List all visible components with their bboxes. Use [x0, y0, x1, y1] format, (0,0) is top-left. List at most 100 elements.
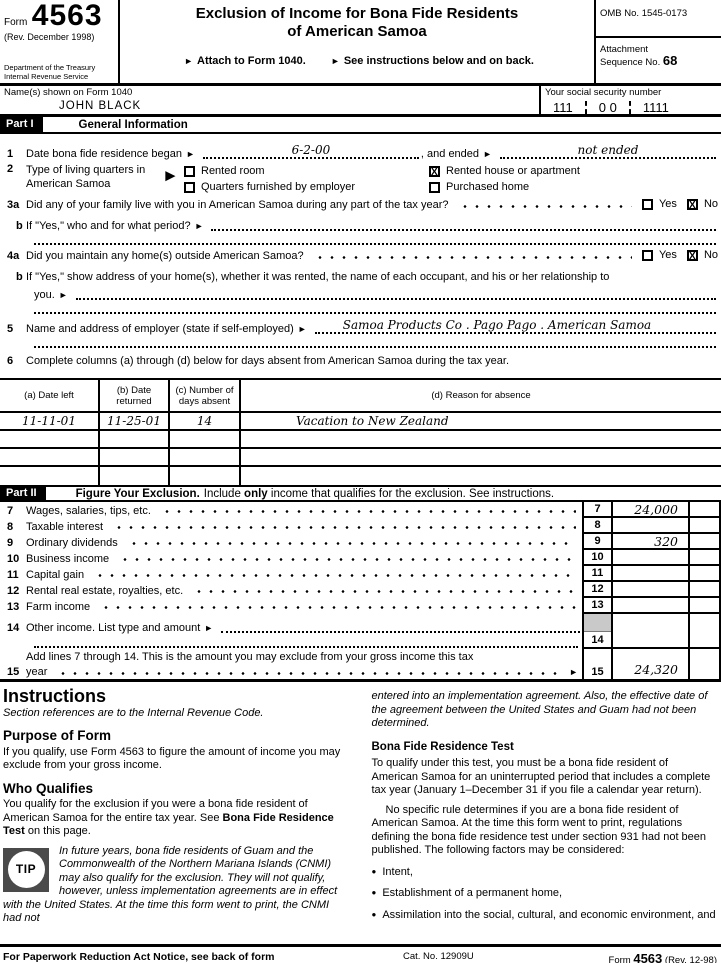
who-qualifies-text: You qualify for the exclusion if you wer…	[3, 798, 334, 837]
line-15-number-box: 15	[582, 649, 611, 679]
purpose-text: If you qualify, use Form 4563 to figure …	[3, 745, 341, 772]
employer-field[interactable]: Samoa Products Co . Pago Pago . American…	[314, 319, 716, 334]
tip-box: TIP In future years, bona fide residents…	[3, 845, 348, 926]
ssn-label: Your social security number	[545, 87, 662, 98]
line-4b-continuation-field[interactable]	[0, 301, 721, 315]
cell-date-left[interactable]: 11-11-01	[0, 413, 100, 429]
line-15-cents[interactable]	[688, 649, 721, 679]
line-7-cents[interactable]	[688, 502, 721, 518]
line-9-cents[interactable]	[688, 534, 721, 550]
checkbox-quarters-furnished[interactable]	[184, 181, 195, 193]
line-1: 1 Date bona fide residence began 6-2-00 …	[0, 138, 721, 160]
cell-days-absent[interactable]	[170, 431, 241, 447]
line-10: 10 Business income 10	[0, 550, 721, 566]
line-10-amount[interactable]	[611, 550, 688, 566]
ssn-field[interactable]: 111 0 0 1111	[553, 100, 669, 115]
cell-date-left[interactable]	[0, 449, 100, 465]
line-13-amount[interactable]	[611, 598, 688, 614]
option-rented-house[interactable]: Rented house or apartment	[429, 163, 718, 179]
part2-bar: Part II Figure Your Exclusion. Include o…	[0, 485, 721, 502]
line-8-amount[interactable]	[611, 518, 688, 534]
arrow-icon	[191, 220, 208, 232]
bona-fide-paragraph-1: To qualify under this test, you must be …	[371, 757, 711, 796]
option-purchased-home[interactable]: Purchased home	[429, 179, 718, 195]
dot-leader	[454, 197, 632, 209]
dept-irs: Internal Revenue Service	[4, 71, 89, 81]
attachment-sequence: Attachment Sequence No. 68	[600, 44, 678, 68]
form-number: 4563	[31, 0, 103, 32]
dot-leader	[53, 664, 560, 676]
checkbox-rented-room[interactable]	[184, 165, 195, 177]
cell-date-returned[interactable]	[100, 431, 170, 447]
taxpayer-name-field[interactable]: JOHN BLACK	[59, 100, 142, 112]
other-income-continuation-field[interactable]	[0, 635, 582, 649]
arrow-icon	[327, 55, 344, 67]
form-header: Form 4563 (Rev. December 1998) Departmen…	[0, 0, 721, 86]
cell-days-absent[interactable]	[170, 449, 241, 465]
cell-reason[interactable]	[241, 467, 721, 485]
part1-label: Part I	[0, 117, 43, 132]
cell-date-returned[interactable]	[100, 449, 170, 465]
line-12-cents[interactable]	[688, 582, 721, 598]
cell-date-left[interactable]	[0, 467, 100, 485]
arrow-icon	[55, 289, 72, 301]
line-8-cents[interactable]	[688, 518, 721, 534]
line-5-continuation-field[interactable]	[0, 335, 721, 349]
bona-fide-paragraph-2: No specific rule determines if you are a…	[371, 803, 707, 857]
dot-leader	[115, 550, 576, 562]
line-13-number-box: 13	[582, 598, 611, 614]
option-rented-room[interactable]: Rented room	[184, 163, 429, 179]
cell-date-returned[interactable]: 11-25-01	[100, 413, 170, 429]
ssn-separator	[584, 101, 587, 114]
cell-days-absent[interactable]	[170, 467, 241, 485]
cell-reason[interactable]: Vacation to New Zealand	[296, 414, 449, 428]
part2-subtitle: Include only income that qualifies for t…	[203, 487, 555, 500]
line-14-cents[interactable]	[688, 614, 721, 649]
table-row	[0, 431, 721, 449]
line-4b-field[interactable]	[75, 287, 716, 300]
residence-ended-field[interactable]: not ended	[499, 144, 717, 159]
cell-reason[interactable]	[241, 449, 721, 465]
line-7-amount[interactable]: 24,000	[611, 502, 688, 518]
checkbox-4a-yes[interactable]	[641, 249, 653, 261]
line-13-cents[interactable]	[688, 598, 721, 614]
bullet-item: Assimilation into the social, cultural, …	[372, 908, 717, 923]
line-10-cents[interactable]	[688, 550, 721, 566]
shaded-cell	[584, 614, 611, 632]
cell-date-left[interactable]	[0, 431, 100, 447]
checkbox-3a-yes[interactable]	[641, 198, 653, 210]
table-row	[0, 449, 721, 467]
instructions-heading: Instructions	[3, 686, 107, 706]
cell-date-returned[interactable]	[100, 467, 170, 485]
dot-leader	[189, 582, 576, 594]
checkbox-rented-house[interactable]	[429, 165, 440, 178]
checkbox-4a-no[interactable]	[686, 249, 698, 262]
tip-text: In future years, bona fide residents of …	[3, 844, 338, 925]
col-header-date-returned: (b) Date returned	[100, 380, 170, 411]
line-15-amount[interactable]: 24,320	[611, 649, 688, 679]
form-id-block: Form 4563 (Rev. December 1998) Departmen…	[0, 0, 120, 83]
line-12-amount[interactable]	[611, 582, 688, 598]
checkbox-purchased-home[interactable]	[429, 181, 440, 193]
line-14-amount[interactable]	[611, 614, 688, 649]
residence-began-field[interactable]: 6-2-00	[202, 144, 419, 159]
line-15: 15 Add lines 7 through 14. This is the a…	[0, 649, 721, 679]
cell-days-absent[interactable]: 14	[170, 413, 241, 429]
other-income-type-field[interactable]	[221, 620, 580, 633]
cell-reason[interactable]	[241, 431, 721, 447]
line-7: 7 Wages, salaries, tips, etc. 7 24,000	[0, 502, 721, 518]
dot-leader	[309, 248, 632, 260]
line-9-amount[interactable]: 320	[611, 534, 688, 550]
checkbox-3a-no[interactable]	[686, 198, 698, 211]
omb-number: OMB No. 1545-0173	[596, 0, 721, 38]
dot-leader	[123, 534, 576, 546]
form-revision: (Rev. December 1998)	[4, 32, 95, 42]
line-11-amount[interactable]	[611, 566, 688, 582]
option-quarters-furnished[interactable]: Quarters furnished by employer	[184, 179, 429, 195]
line-3b-continuation-field[interactable]	[0, 232, 721, 246]
line-3b-field[interactable]	[211, 218, 716, 231]
form-word: Form	[4, 17, 28, 28]
line-14: 14 Other income. List type and amount 14	[0, 614, 721, 649]
line-11-cents[interactable]	[688, 566, 721, 582]
